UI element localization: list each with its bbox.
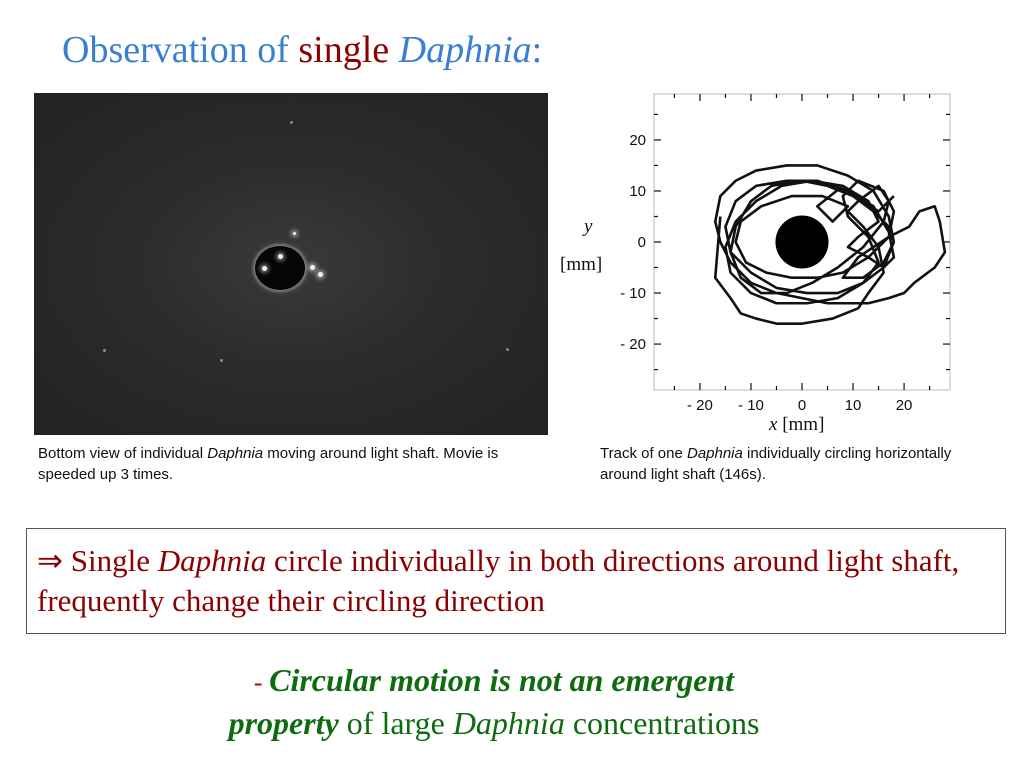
x-tick-label: 0	[798, 397, 806, 414]
slide-title: Observation of single Daphnia:	[62, 28, 542, 72]
x-axis-label: x [mm]	[769, 414, 824, 436]
title-daphnia: Daphnia	[398, 29, 532, 71]
x-tick-label: - 10	[738, 397, 764, 414]
title-colon: :	[531, 29, 543, 71]
note-bold: Circular motion is not an emergent	[269, 662, 735, 698]
daphnia-track-line	[713, 164, 947, 325]
daphnia-spot	[278, 254, 283, 259]
x-tick-label: 10	[845, 397, 862, 414]
caption-text: Bottom view of individual	[38, 445, 208, 462]
x-tick-label: - 20	[687, 397, 713, 414]
y-axis-unit: [mm]	[560, 254, 603, 275]
daphnia-spot	[262, 266, 267, 271]
daphnia-spot	[318, 272, 323, 277]
y-tick-label: - 20	[620, 336, 646, 353]
y-axis-var-text: y	[584, 216, 593, 237]
caption-text: Track of one	[600, 445, 687, 462]
daphnia-spot	[293, 232, 296, 235]
note-text: of large	[338, 705, 453, 741]
photo-caption: Bottom view of individual Daphnia moving…	[38, 443, 538, 485]
note: - Circular motion is not an emergent pro…	[0, 660, 988, 743]
speck	[103, 349, 106, 352]
title-single: single	[298, 29, 390, 71]
implies-arrow: ⇒	[37, 543, 63, 578]
conclusion-text: Single	[62, 543, 158, 578]
caption-italic: Daphnia	[207, 445, 264, 462]
speck	[290, 121, 293, 124]
x-tick-label: 20	[896, 397, 913, 414]
y-tick-label: 10	[629, 183, 646, 200]
x-axis-unit: [mm]	[782, 414, 825, 435]
x-axis-var-text: x	[769, 414, 778, 435]
title-part1: Observation of	[62, 29, 299, 71]
daphnia-photo	[34, 93, 548, 435]
y-tick-label: 0	[638, 234, 646, 251]
caption-italic: Daphnia	[686, 445, 743, 462]
y-tick-label: - 10	[620, 285, 646, 302]
y-axis-var: y	[584, 216, 592, 238]
conclusion-italic: Daphnia	[157, 543, 267, 578]
caption-text: individually circling horizontally aroun…	[600, 445, 952, 483]
conclusion-text: circle individually in both directions a…	[37, 543, 960, 618]
track-plot: - 20 - 10 0 10 20 20 10 0 - 10 - 20 y [mm] x [mm]	[556, 86, 966, 446]
daphnia-spot	[310, 265, 315, 270]
light-shaft-disk	[775, 215, 829, 269]
note-italic: Daphnia	[452, 705, 565, 741]
track-plot-svg: - 20 - 10 0 10 20 20 10 0 - 10 - 20	[620, 93, 951, 414]
speck	[220, 359, 223, 362]
note-text: concentrations	[564, 705, 760, 741]
y-tick-label: 20	[629, 132, 646, 149]
caption-text: moving around light shaft. Movie is spee…	[38, 445, 499, 483]
conclusion-box: ⇒ Single Daphnia circle individually in …	[26, 528, 1006, 634]
note-dash: -	[253, 668, 270, 697]
speck	[506, 348, 509, 351]
plot-caption: Track of one Daphnia individually circli…	[600, 443, 1000, 485]
note-bold: property	[228, 705, 339, 741]
